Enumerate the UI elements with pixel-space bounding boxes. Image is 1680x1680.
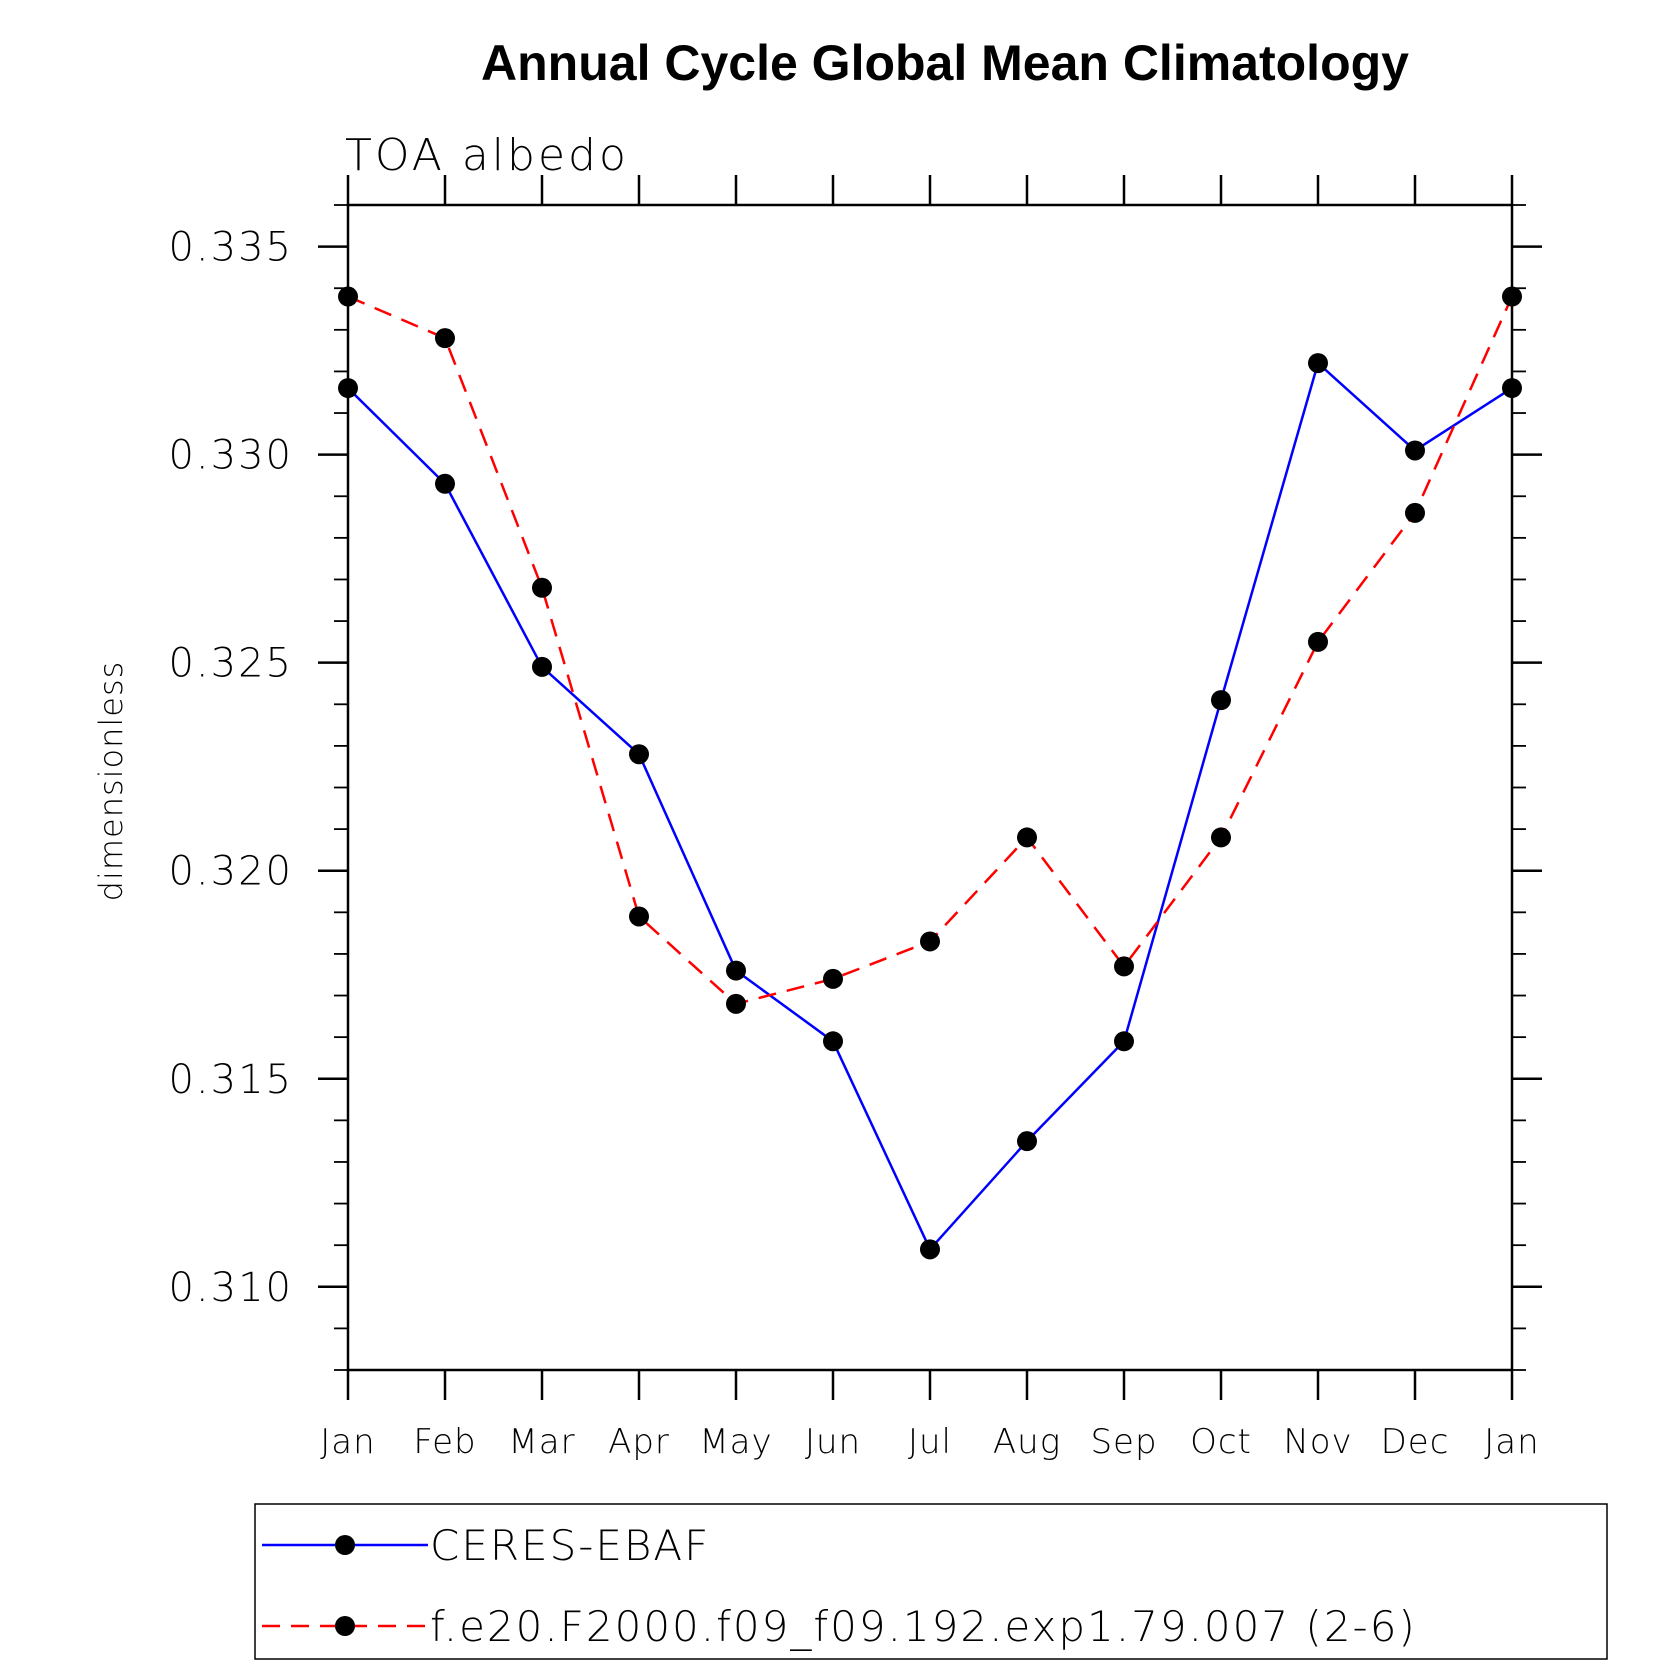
- x-tick-label: Nov: [1283, 1422, 1352, 1462]
- legend: CERES-EBAF f.e20.F2000.f09_f09.192.exp1.7…: [254, 1503, 1608, 1660]
- data-point: [823, 968, 843, 989]
- x-tick-label: Oct: [1190, 1422, 1252, 1462]
- x-tick-label: Mar: [508, 1422, 575, 1462]
- data-point: [1017, 1131, 1037, 1152]
- x-tick-label: Dec: [1381, 1422, 1450, 1462]
- data-point: [1502, 378, 1522, 399]
- chart-title: Annual Cycle Global Mean Climatology: [481, 35, 1409, 91]
- data-point: [629, 906, 649, 927]
- x-tick-label: Apr: [608, 1422, 670, 1462]
- data-point: [1017, 827, 1037, 848]
- data-point: [1308, 353, 1328, 374]
- data-point: [726, 993, 746, 1014]
- data-point: [629, 744, 649, 765]
- y-tick-label: 0.325: [168, 641, 293, 687]
- axes: Jan Feb Mar Apr May Jun Jul Aug Sep Oct Nov Dec Jan 0…: [168, 175, 1542, 1462]
- data-point: [823, 1031, 843, 1052]
- data-point: [1405, 440, 1425, 461]
- data-point: [338, 378, 358, 399]
- y-tick-label: 0.320: [168, 849, 293, 895]
- x-tick-label: Jan: [1484, 1422, 1539, 1462]
- data-point: [1114, 1031, 1134, 1052]
- data-point: [726, 960, 746, 981]
- data-point: [1308, 631, 1328, 652]
- y-axis-label: dimensionless: [92, 661, 130, 902]
- legend-entry-label: f.e20.F2000.f09_f09.192.exp1.79.007 (2-6…: [430, 1602, 1417, 1651]
- y-tick-label: 0.330: [168, 433, 293, 479]
- data-point: [920, 1239, 940, 1260]
- series-line: [347, 361, 1513, 1251]
- x-tick-label: May: [699, 1422, 772, 1462]
- data-point: [1114, 956, 1134, 977]
- data-point: [435, 328, 455, 349]
- data-point: [1502, 286, 1522, 307]
- data-point: [338, 286, 358, 307]
- data-point: [1211, 827, 1231, 848]
- x-tick-label: Jun: [805, 1422, 861, 1462]
- data-point: [1211, 690, 1231, 711]
- series-line: [347, 295, 1514, 1006]
- x-tick-label: Aug: [993, 1422, 1061, 1462]
- data-point: [920, 931, 940, 952]
- data-point: [532, 577, 552, 598]
- chart-subtitle: TOA albedo: [345, 130, 629, 181]
- y-tick-label: 0.335: [168, 225, 293, 271]
- legend-entry-label: CERES-EBAF: [430, 1521, 710, 1570]
- data-point: [435, 473, 455, 494]
- y-tick-label: 0.310: [168, 1265, 293, 1311]
- legend-box: [254, 1503, 1608, 1660]
- series-layer: [338, 286, 1522, 1260]
- x-tick-label: Feb: [413, 1422, 476, 1462]
- data-point: [1405, 502, 1425, 523]
- x-tick-label: Jul: [908, 1422, 952, 1462]
- y-tick-label: 0.315: [168, 1057, 293, 1103]
- legend-swatch-marker: [335, 1535, 355, 1555]
- legend-swatch-marker: [335, 1616, 355, 1636]
- x-tick-label: Sep: [1090, 1422, 1157, 1462]
- x-tick-label: Jan: [320, 1422, 375, 1462]
- data-point: [532, 656, 552, 677]
